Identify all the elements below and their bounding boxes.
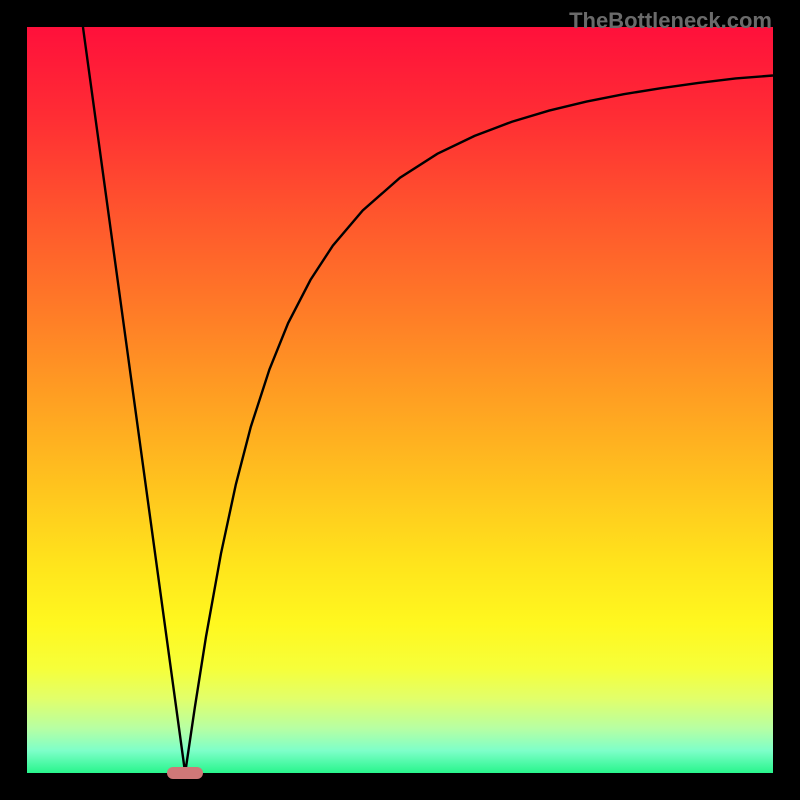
- plot-area: [27, 27, 773, 773]
- bottleneck-chart: TheBottleneck.com: [0, 0, 800, 800]
- curve-layer: [27, 27, 773, 773]
- watermark-label: TheBottleneck.com: [569, 8, 772, 34]
- bottleneck-curve: [83, 27, 773, 773]
- minimum-marker: [167, 767, 203, 779]
